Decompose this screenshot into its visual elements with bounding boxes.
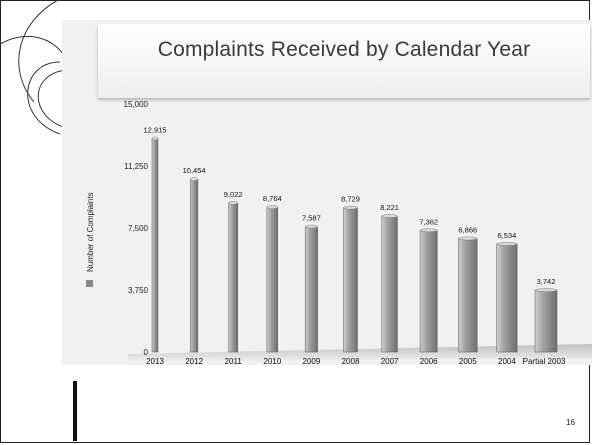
x-tick-label: 2005 xyxy=(459,357,477,366)
chart-title: Complaints Received by Calendar Year xyxy=(157,38,531,61)
x-tick-label: 2006 xyxy=(420,357,438,366)
x-tick-label: 2007 xyxy=(381,357,399,366)
bar xyxy=(304,226,318,353)
data-label: 7,587 xyxy=(302,214,321,223)
bar-top xyxy=(381,214,398,218)
x-tick-label: 2008 xyxy=(342,357,360,366)
bar xyxy=(228,202,239,353)
bar-top xyxy=(266,205,278,209)
bar-top xyxy=(190,177,199,181)
y-tick-label: 7,500 xyxy=(128,224,149,233)
bar-top xyxy=(496,242,518,246)
bar xyxy=(151,138,159,353)
bar xyxy=(266,206,278,353)
x-tick-label: 2011 xyxy=(225,357,243,366)
data-label: 12,915 xyxy=(144,125,167,134)
data-label: 6,534 xyxy=(498,231,517,240)
bar-top xyxy=(228,201,238,205)
data-label: 3,742 xyxy=(537,277,556,286)
bar-top xyxy=(419,228,438,233)
x-tick-label: 2013 xyxy=(146,357,164,366)
slide-number: 16 xyxy=(566,418,575,427)
data-label: 7,362 xyxy=(419,217,438,226)
bar-top xyxy=(458,236,478,241)
data-label: 8,764 xyxy=(263,194,282,203)
bar xyxy=(190,178,199,353)
bar-top xyxy=(343,205,358,210)
data-label: 10,454 xyxy=(183,166,206,175)
bar xyxy=(419,230,438,353)
bar-top xyxy=(534,288,558,292)
y-tick-label: 0 xyxy=(144,348,149,357)
x-tick-label: 2009 xyxy=(303,357,321,366)
data-label: 8,729 xyxy=(341,195,360,204)
data-label: 9,022 xyxy=(224,190,243,199)
y-tick-label: 3,750 xyxy=(128,286,149,295)
bar-top xyxy=(151,136,159,141)
y-tick-label: 15,000 xyxy=(124,100,149,109)
y-axis-label: Number of Complaints xyxy=(86,192,95,272)
bar-top xyxy=(304,224,318,229)
bar xyxy=(458,238,478,353)
legend-swatch xyxy=(86,280,93,287)
chart-title-band xyxy=(98,24,590,98)
y-tick-label: 11,250 xyxy=(124,162,148,171)
bar xyxy=(534,289,558,353)
x-tick-label: 2010 xyxy=(263,357,281,366)
x-tick-label: 2012 xyxy=(185,357,203,366)
data-label: 6,866 xyxy=(458,225,477,234)
x-tick-label: Partial 2003 xyxy=(523,357,566,366)
bar xyxy=(381,215,398,353)
x-tick-label: 2004 xyxy=(498,357,516,366)
left-accent-bar xyxy=(73,381,77,441)
data-label: 8,221 xyxy=(380,203,399,212)
bar xyxy=(343,207,358,353)
bar xyxy=(496,243,518,353)
